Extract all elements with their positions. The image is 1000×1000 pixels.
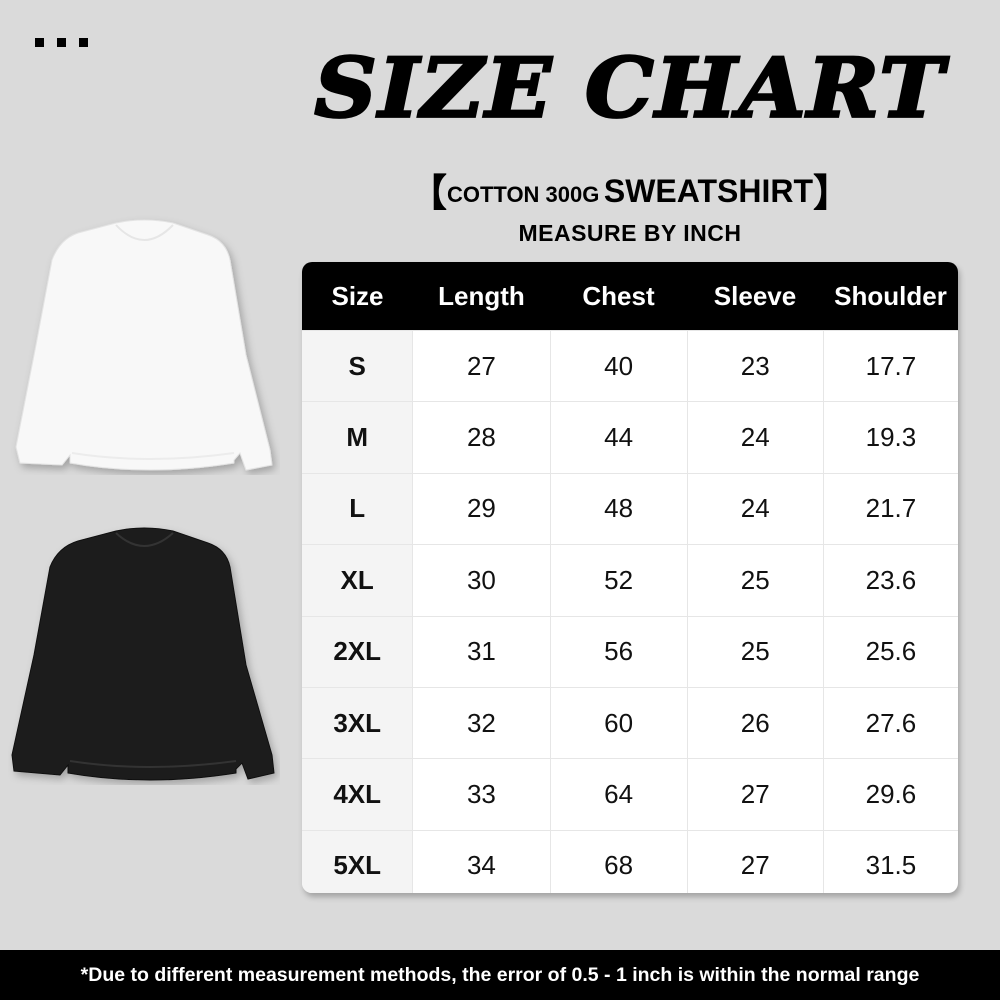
cell-chest: 40 xyxy=(549,331,687,402)
cell-sleeve: 27 xyxy=(686,759,823,830)
cell-sleeve: 23 xyxy=(686,331,823,402)
footer-note: *Due to different measurement methods, t… xyxy=(0,950,1000,1000)
cell-chest: 52 xyxy=(549,545,687,616)
cell-chest: 68 xyxy=(549,830,687,893)
cell-chest: 48 xyxy=(549,473,687,545)
table-row: S 27 40 23 17.7 xyxy=(302,330,958,402)
cell-sleeve: 24 xyxy=(686,473,823,545)
cell-sleeve: 25 xyxy=(686,616,823,687)
cell-length: 29 xyxy=(412,473,549,545)
cell-size: XL xyxy=(302,545,413,616)
open-bracket: 【 xyxy=(408,173,447,215)
table-row: 2XL 31 56 25 25.6 xyxy=(302,615,958,687)
table-row: XL 30 52 25 23.6 xyxy=(302,544,958,616)
cell-chest: 44 xyxy=(549,402,687,473)
cell-size: L xyxy=(302,473,413,545)
cell-shoulder: 17.7 xyxy=(822,331,958,402)
subtitle: 【COTTON 300G SWEATSHIRT】 xyxy=(300,162,960,217)
cell-size: S xyxy=(302,331,413,402)
cell-length: 31 xyxy=(412,616,549,687)
header-length: Length xyxy=(438,280,525,311)
cell-shoulder: 31.5 xyxy=(822,830,958,893)
cell-sleeve: 27 xyxy=(686,830,823,893)
unit-note: MEASURE BY INCH xyxy=(518,220,742,246)
black-sweatshirt-image xyxy=(11,527,275,781)
cell-length: 27 xyxy=(412,331,549,402)
cell-length: 30 xyxy=(412,545,549,616)
cell-length: 33 xyxy=(412,759,549,830)
cell-length: 32 xyxy=(412,687,549,759)
cell-shoulder: 29.6 xyxy=(822,759,958,830)
cell-shoulder: 27.6 xyxy=(822,687,958,759)
cell-shoulder: 19.3 xyxy=(822,402,958,473)
cell-length: 34 xyxy=(412,830,549,893)
header-chest: Chest xyxy=(582,280,655,311)
cell-sleeve: 26 xyxy=(686,687,823,759)
cell-size: M xyxy=(302,402,413,473)
header-size: Size xyxy=(331,280,384,311)
table-row: 5XL 34 68 27 31.5 xyxy=(302,829,958,893)
cell-chest: 60 xyxy=(549,687,687,759)
cell-shoulder: 23.6 xyxy=(822,545,958,616)
close-bracket: 】 xyxy=(813,173,852,215)
material-label: COTTON 300G xyxy=(446,182,600,207)
table-row: 3XL 32 60 26 27.6 xyxy=(302,686,958,759)
table-header: Size Length Chest Sleeve Shoulder xyxy=(302,262,958,330)
table-row: M 28 44 24 19.3 xyxy=(302,401,958,473)
table-row: L 29 48 24 21.7 xyxy=(302,472,958,545)
size-table: Size Length Chest Sleeve Shoulder S 27 40 2… xyxy=(302,262,958,893)
cell-size: 5XL xyxy=(302,830,413,893)
cell-sleeve: 24 xyxy=(686,402,823,473)
white-sweatshirt-image xyxy=(15,219,273,471)
product-label: SWEATSHIRT xyxy=(603,173,814,209)
dots-decoration xyxy=(35,38,88,47)
cell-length: 28 xyxy=(412,402,549,473)
header-shoulder: Shoulder xyxy=(834,280,947,311)
table-row: 4XL 33 64 27 29.6 xyxy=(302,758,958,830)
cell-sleeve: 25 xyxy=(686,545,823,616)
cell-chest: 56 xyxy=(549,616,687,687)
cell-chest: 64 xyxy=(549,759,687,830)
cell-size: 3XL xyxy=(302,687,413,759)
header-sleeve: Sleeve xyxy=(713,280,797,311)
page-title: SIZE CHART xyxy=(313,39,946,138)
cell-size: 2XL xyxy=(302,616,413,687)
cell-shoulder: 25.6 xyxy=(822,616,958,687)
cell-size: 4XL xyxy=(302,759,413,830)
cell-shoulder: 21.7 xyxy=(822,473,958,545)
